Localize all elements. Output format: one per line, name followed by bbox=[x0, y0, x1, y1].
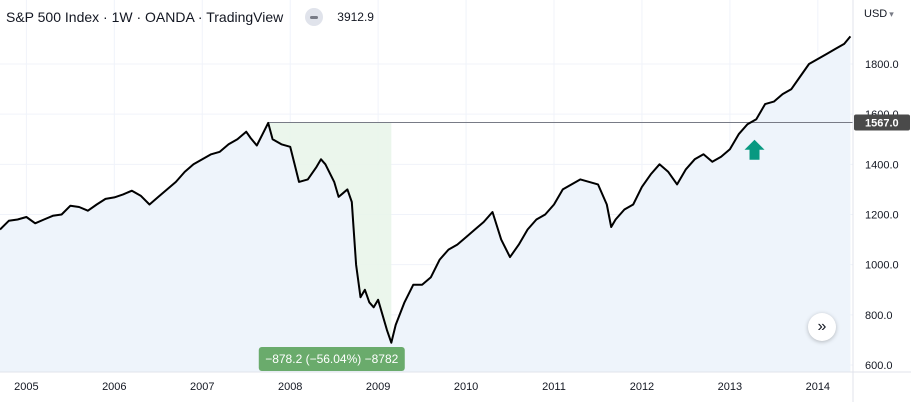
chart-header: S&P 500 Index · 1W · OANDA · TradingView… bbox=[6, 8, 374, 26]
double-chevron-right-icon: » bbox=[817, 318, 827, 335]
price-area bbox=[0, 36, 851, 373]
y-tick-label-4: 1400.0 bbox=[865, 159, 899, 171]
x-tick-label-9: 2014 bbox=[806, 381, 830, 393]
measure-label-box bbox=[258, 347, 405, 371]
x-tick-label-8: 2013 bbox=[718, 381, 742, 393]
minus-icon bbox=[310, 15, 319, 19]
x-tick-label-2: 2007 bbox=[190, 381, 214, 393]
currency-selector[interactable]: USD ▾ bbox=[864, 8, 894, 20]
scroll-to-realtime-button[interactable]: » bbox=[808, 313, 836, 341]
chevron-down-icon: ▾ bbox=[889, 8, 894, 19]
y-tick-label-1: 800.0 bbox=[865, 310, 893, 322]
x-tick-label-3: 2008 bbox=[278, 381, 302, 393]
y-tick-label-0: 600.0 bbox=[865, 360, 893, 372]
x-tick-label-5: 2010 bbox=[454, 381, 478, 393]
x-tick-label-6: 2011 bbox=[542, 381, 566, 393]
y-tick-label-2: 1000.0 bbox=[865, 260, 899, 272]
price-series-line[interactable] bbox=[0, 35, 852, 344]
y-tick-label-6: 1800.0 bbox=[865, 59, 899, 71]
x-tick-label-0: 2005 bbox=[14, 381, 38, 393]
y-tick-label-3: 1200.0 bbox=[865, 210, 899, 222]
measure-label-text: −878.2 (−56.04%) −8782 bbox=[265, 352, 398, 366]
arrow-up-icon[interactable] bbox=[744, 139, 765, 160]
collapse-button[interactable] bbox=[305, 8, 324, 26]
price-marker-box[interactable] bbox=[854, 114, 910, 131]
x-tick-label-1: 2006 bbox=[102, 381, 126, 393]
currency-label: USD bbox=[864, 8, 888, 20]
symbol-title[interactable]: S&P 500 Index · 1W · OANDA · TradingView bbox=[6, 9, 284, 25]
last-price-value: 3912.9 bbox=[337, 10, 374, 24]
x-tick-label-7: 2012 bbox=[630, 381, 654, 393]
price-marker-label: 1567.0 bbox=[865, 117, 899, 129]
x-tick-label-4: 2009 bbox=[366, 381, 390, 393]
